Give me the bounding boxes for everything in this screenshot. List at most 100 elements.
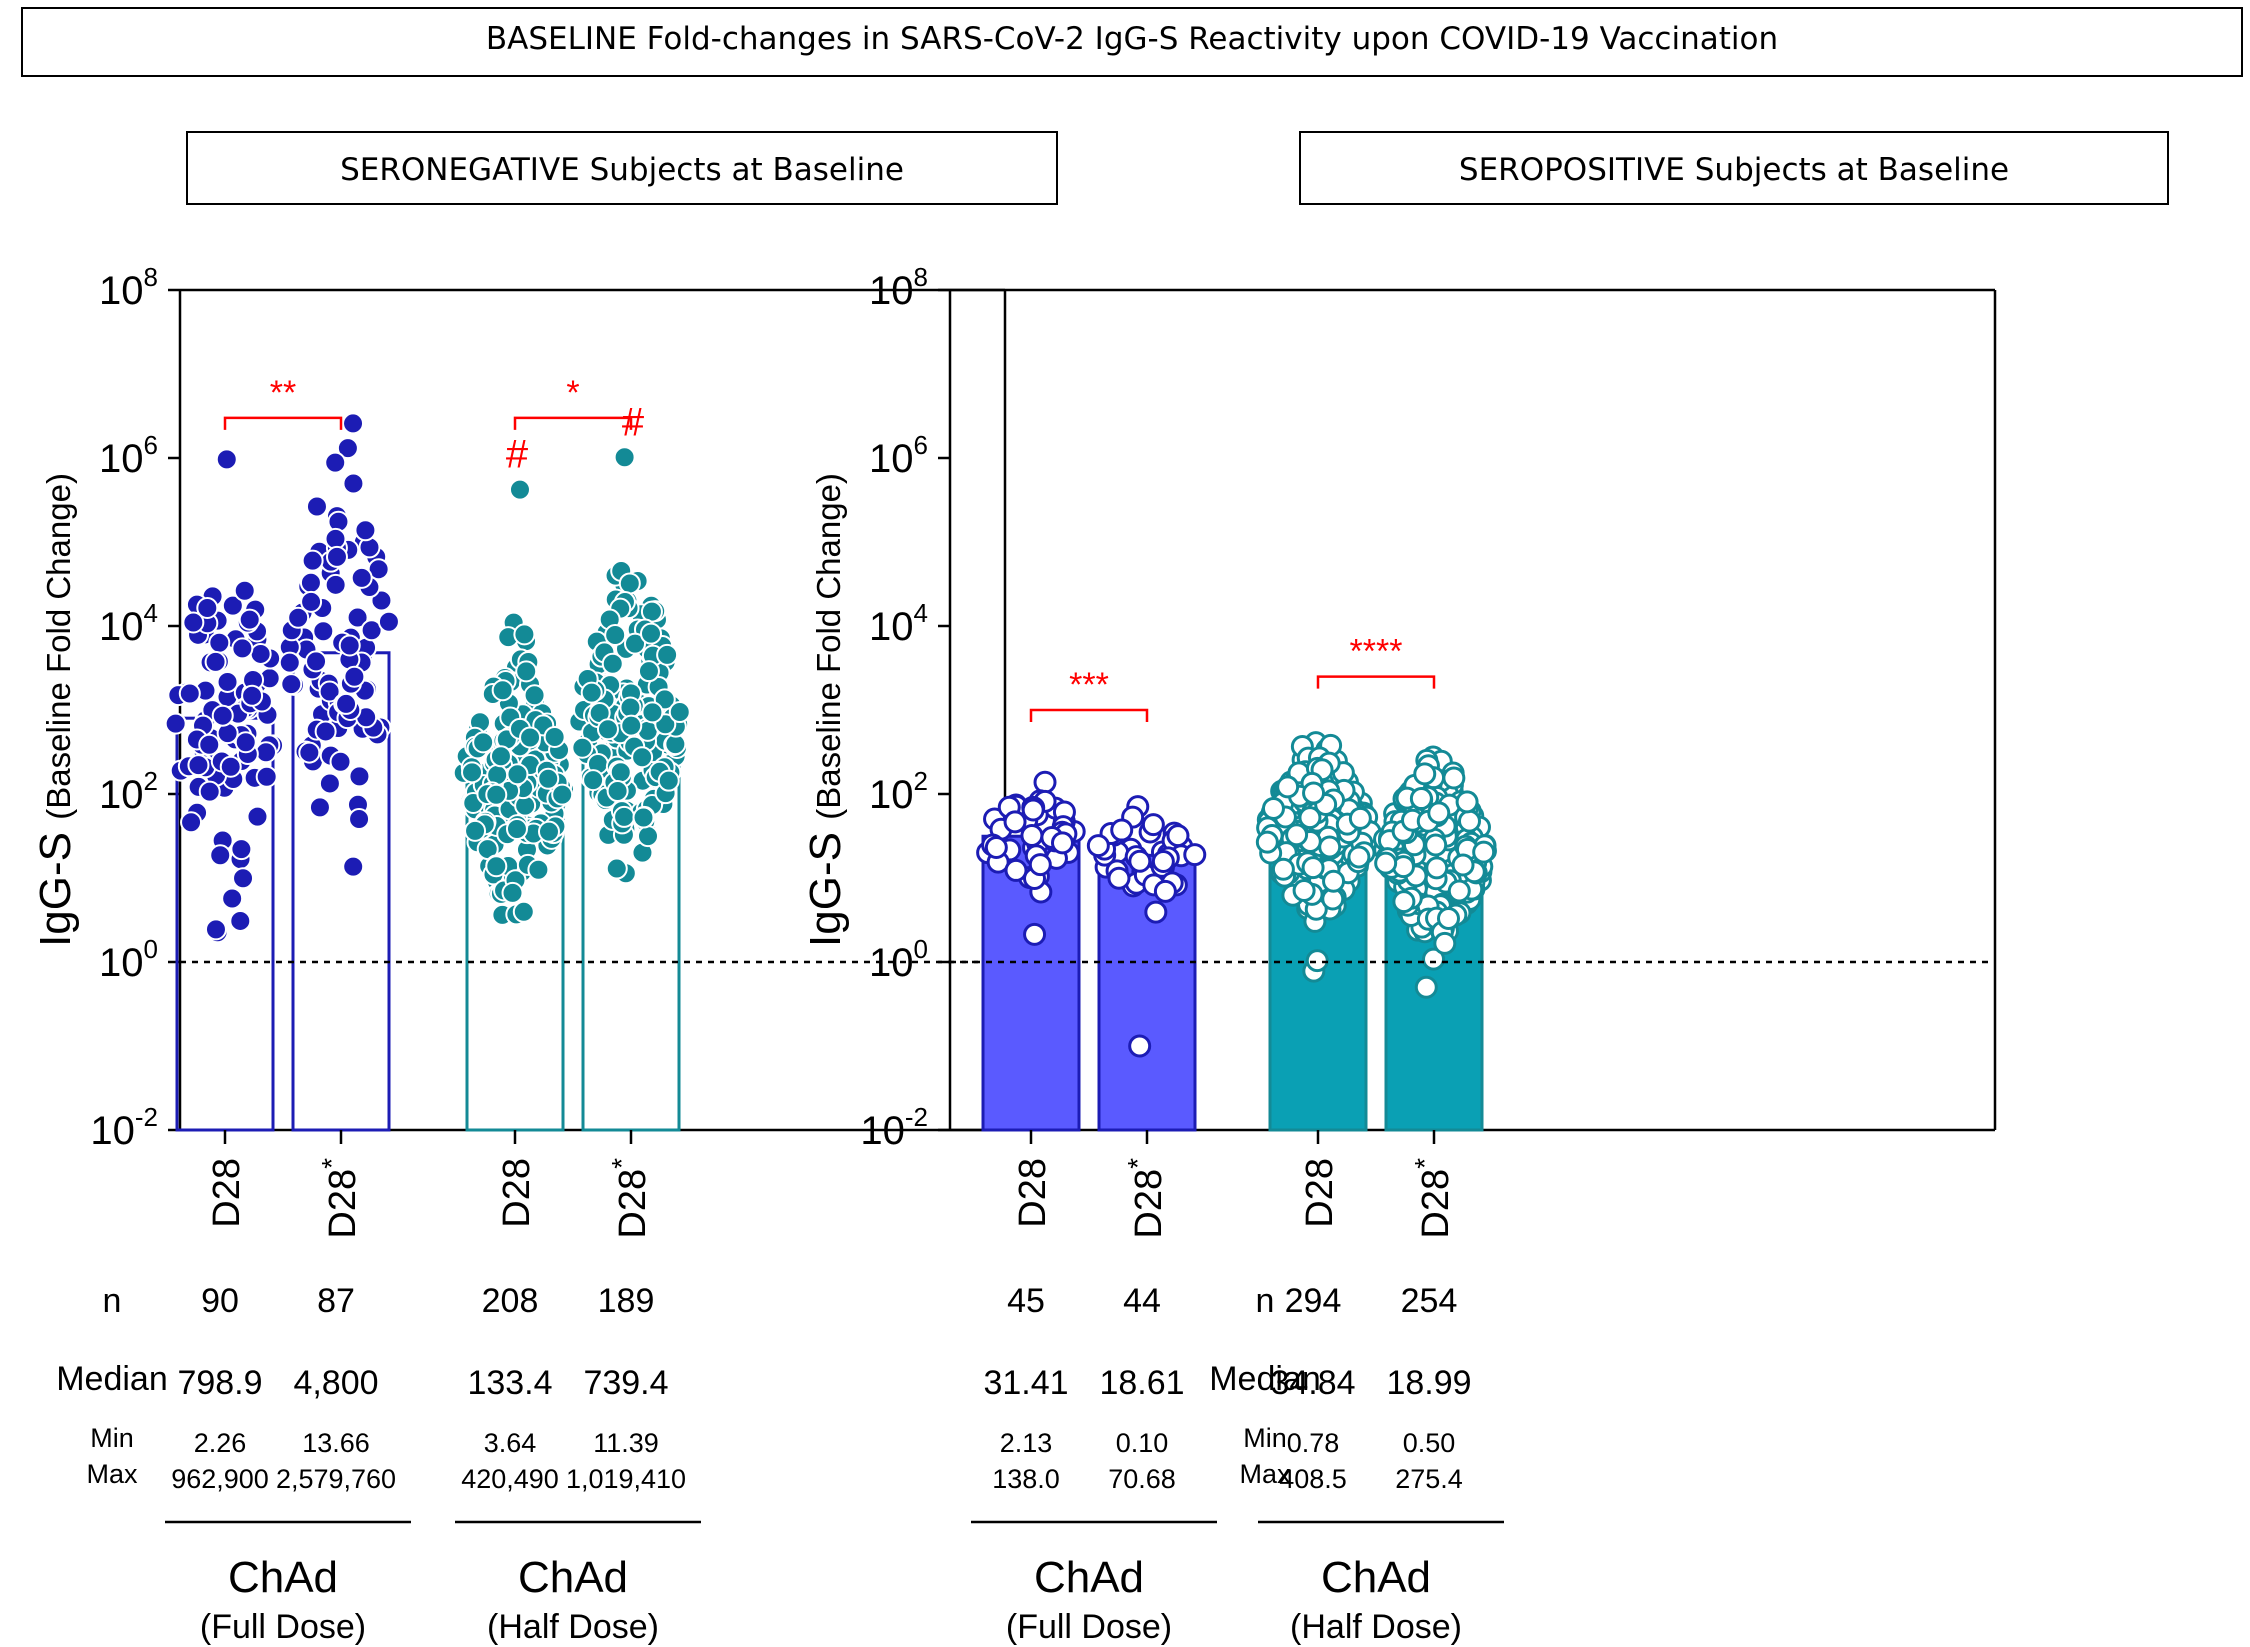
row-label-min: Min [1243,1423,1287,1453]
x-tick-label: D28 [206,1158,248,1228]
data-point [342,855,365,878]
data-point [254,741,277,764]
data-point [1322,869,1346,893]
data-point [1392,890,1416,914]
data-point [613,805,636,828]
data-point [329,750,352,773]
data-point [312,620,335,643]
data-point [656,643,679,666]
data-point [342,412,365,435]
panel-title: SERONEGATIVE Subjects at Baseline [340,152,904,188]
main-title: BASELINE Fold-changes in SARS-CoV-2 IgG-… [486,21,1778,57]
max-value: 70.68 [1108,1464,1176,1494]
data-point [537,767,560,790]
data-point [464,819,487,842]
significance-label: ** [270,374,296,412]
data-point [238,608,261,631]
data-point [1433,931,1457,955]
data-point [1285,823,1309,847]
data-point [324,573,347,596]
data-point [1457,809,1481,833]
data-point [232,867,255,890]
data-point [1023,922,1047,946]
points-2 [1086,795,1207,1058]
panel-title-box [186,131,1058,205]
data-point [280,673,303,696]
points-4 [1373,745,1497,999]
data-point [343,665,366,688]
data-point [196,597,219,620]
n-value: 189 [598,1282,655,1320]
y-tick-label: 104 [869,598,928,649]
data-point [367,558,390,581]
data-point [1318,835,1342,859]
y-axis-label: IgG-S (Baseline Fold Change) [801,473,850,947]
data-point [1409,787,1433,811]
panel-2: SEROPOSITIVE Subjects at Baseline 108 106 1… [801,131,2169,1646]
data-point [221,887,244,910]
data-point [377,610,400,633]
data-point [1422,947,1446,971]
data-point [1128,849,1152,873]
panel-title-box [1299,131,2169,205]
data-point [335,692,358,715]
data-point [1348,806,1372,830]
data-point [346,606,369,629]
significance-label: * [566,374,579,412]
data-point [278,651,301,674]
data-point [215,448,238,471]
group-label: ChAd [518,1553,628,1602]
data-point [246,805,269,828]
data-point [605,857,628,880]
n-value: 208 [482,1282,539,1320]
data-point [472,731,495,754]
data-point [204,650,227,673]
data-point [601,652,624,675]
data-point [219,755,242,778]
data-point [1425,856,1449,880]
group-sublabel: (Half Dose) [487,1608,659,1646]
data-point [204,918,227,941]
points-2 [278,412,400,878]
data-point [596,718,619,741]
y-tick-label: 10-2 [90,1102,158,1153]
data-point [668,701,691,724]
y-tick-label: 108 [99,262,158,313]
data-point [1301,856,1325,880]
data-point [211,704,234,727]
data-point [515,660,538,683]
data-point [1305,949,1329,973]
data-point [287,606,310,629]
x-tick-label: D28 [496,1158,538,1228]
data-point [198,780,221,803]
data-point [1020,823,1044,847]
main-title-box [21,7,2243,77]
data-point [1153,879,1177,903]
data-point [350,566,373,589]
data-point [1298,806,1322,830]
y-tick-label: 108 [869,262,928,313]
n-value: 90 [201,1282,239,1320]
max-value: 962,900 [171,1464,269,1494]
data-point [1374,851,1398,875]
group-sublabel: (Full Dose) [1006,1608,1172,1646]
data-point [308,796,331,819]
data-point [1183,843,1207,867]
data-point [609,761,632,784]
y-tick-label: 100 [99,934,158,985]
x-tick-label: D28* [1409,1158,1457,1239]
data-point [318,680,341,703]
data-point [1347,845,1371,869]
data-point [551,783,574,806]
data-point [336,437,359,460]
row-label-max: Max [86,1459,138,1489]
n-value: 45 [1007,1282,1045,1320]
data-point [491,679,514,702]
data-point [543,725,566,748]
data-point [1447,879,1471,903]
x-tick-label: D28* [1122,1158,1170,1239]
data-point [512,900,535,923]
points-3 [452,478,576,926]
row-label-max: Max [1239,1459,1291,1489]
max-value: 275.4 [1395,1464,1463,1494]
